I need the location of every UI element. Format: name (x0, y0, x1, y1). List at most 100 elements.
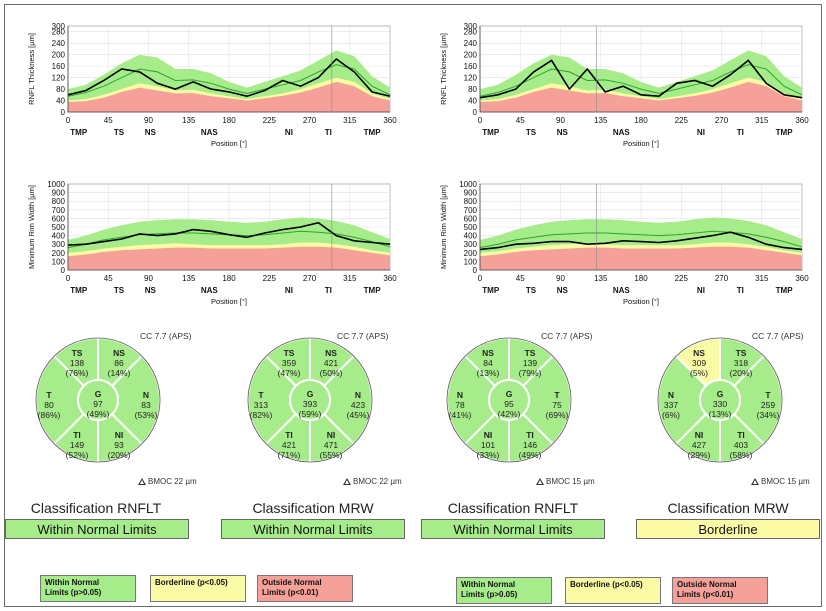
label-left-value: 337 (664, 400, 678, 410)
label-lower-left-value: 101 (481, 440, 495, 450)
label-left-value: 80 (44, 400, 54, 410)
x-tick-label: 360 (383, 274, 397, 283)
legend-normal-left: Within Normal Limits (p>0.05) (40, 575, 136, 602)
label-lower-left-value: 149 (70, 440, 84, 450)
measured-line (479, 59, 803, 99)
region-label: NAS (613, 128, 631, 137)
label-lower-right-percent: (58%) (730, 450, 753, 460)
label-lower-left-percent: (71%) (278, 450, 301, 460)
y-tick-label: 600 (464, 214, 478, 223)
y-axis-title: RNFL Thickness [µm] (27, 33, 36, 105)
label-upper-right-percent: (20%) (730, 368, 753, 378)
classification-title-3: Classification RNFLT (447, 500, 579, 516)
bmo-triangle-icon (751, 478, 759, 485)
y-tick-label: 600 (52, 214, 66, 223)
outside-band (480, 246, 802, 270)
x-tick-label: 135 (594, 116, 608, 125)
label-right-name: N (355, 390, 361, 400)
x-tick-label: 90 (144, 274, 153, 283)
label-lower-right-percent: (49%) (519, 450, 542, 460)
mean-line (479, 230, 803, 249)
label-upper-left-percent: (47%) (278, 368, 301, 378)
label-upper-left-name: TS (72, 348, 83, 358)
region-label: TMP (776, 286, 794, 295)
region-label: TI (737, 286, 744, 295)
label-left-percent: (6%) (662, 410, 680, 420)
region-label: NAS (201, 286, 219, 295)
bmo-triangle-icon (536, 478, 544, 485)
region-label: NAS (201, 128, 219, 137)
region-label: TS (526, 128, 537, 137)
label-upper-left-name: NS (693, 348, 705, 358)
y-tick-label: 300 (464, 240, 478, 249)
legend-normal-line1: Within Normal (45, 578, 100, 587)
region-label: TMP (364, 286, 382, 295)
legend-normal-line2: Limits (p>0.05) (45, 588, 102, 597)
label-upper-left-value: 309 (692, 358, 706, 368)
label-global-name: G (95, 389, 102, 399)
bmoc-label-3: BMOC 15 µm (536, 477, 595, 486)
y-tick-label: 0 (473, 108, 478, 117)
x-axis-title: Position [°] (623, 297, 659, 306)
region-label: TS (114, 286, 125, 295)
label-lower-right-name: NI (115, 430, 124, 440)
label-global-percent: (13%) (709, 409, 732, 419)
y-tick-label: 700 (464, 206, 478, 215)
label-global-value: 393 (303, 399, 317, 409)
cc-label-3: CC 7.7 (APS) (541, 331, 593, 341)
bmoc-label-2: BMOC 22 µm (343, 477, 402, 486)
bmoc-label-4: BMOC 15 µm (751, 477, 810, 486)
label-right-name: N (143, 390, 149, 400)
x-tick-label: 0 (478, 116, 483, 125)
region-label: TI (325, 128, 332, 137)
label-global-percent: (42%) (498, 409, 521, 419)
x-tick-label: 315 (343, 116, 357, 125)
x-tick-label: 360 (795, 274, 809, 283)
x-tick-label: 180 (634, 116, 648, 125)
y-tick-label: 280 (52, 28, 66, 37)
cc-label-1: CC 7.7 (APS) (140, 331, 192, 341)
sector-outline (247, 337, 373, 463)
label-upper-left-percent: (5%) (690, 368, 708, 378)
y-tick-label: 700 (52, 206, 66, 215)
region-label: NI (697, 286, 705, 295)
classification-title-1: Classification RNFLT (30, 500, 162, 516)
x-tick-label: 0 (478, 274, 483, 283)
y-axis-title: Minimum Rim Width [µm] (439, 185, 448, 269)
label-right-value: 83 (141, 400, 151, 410)
label-global-value: 330 (713, 399, 727, 409)
region-label: NS (557, 128, 569, 137)
measured-line (67, 221, 391, 246)
bmoc-label-1: BMOC 22 µm (138, 477, 197, 486)
outside-band (68, 81, 390, 112)
y-tick-label: 0 (61, 108, 66, 117)
y-tick-label: 1000 (459, 180, 477, 189)
x-tick-label: 180 (634, 274, 648, 283)
label-lower-right-name: TI (526, 430, 534, 440)
sector-global (699, 379, 741, 421)
y-tick-label: 200 (52, 51, 66, 60)
label-lower-left-name: TI (285, 430, 293, 440)
label-lower-left-percent: (52%) (66, 450, 89, 460)
label-left-value: 78 (455, 400, 465, 410)
label-global-percent: (59%) (299, 409, 322, 419)
label-upper-right-value: 139 (523, 358, 537, 368)
label-upper-left-value: 138 (70, 358, 84, 368)
y-tick-label: 500 (52, 223, 66, 232)
x-tick-label: 0 (66, 274, 71, 283)
sector-outline (657, 337, 783, 463)
region-label: TMP (776, 128, 794, 137)
label-upper-right-percent: (79%) (519, 368, 542, 378)
x-tick-label: 0 (66, 116, 71, 125)
mean-line (479, 64, 803, 97)
label-right-name: T (554, 390, 560, 400)
region-label: NI (285, 286, 293, 295)
label-upper-right-value: 86 (114, 358, 124, 368)
region-label: TI (737, 128, 744, 137)
legend-borderline-line1: Borderline (p<0.05) (155, 578, 228, 587)
x-tick-label: 360 (795, 116, 809, 125)
legend-borderline-right: Borderline (p<0.05) (565, 577, 661, 604)
x-tick-label: 225 (675, 116, 689, 125)
